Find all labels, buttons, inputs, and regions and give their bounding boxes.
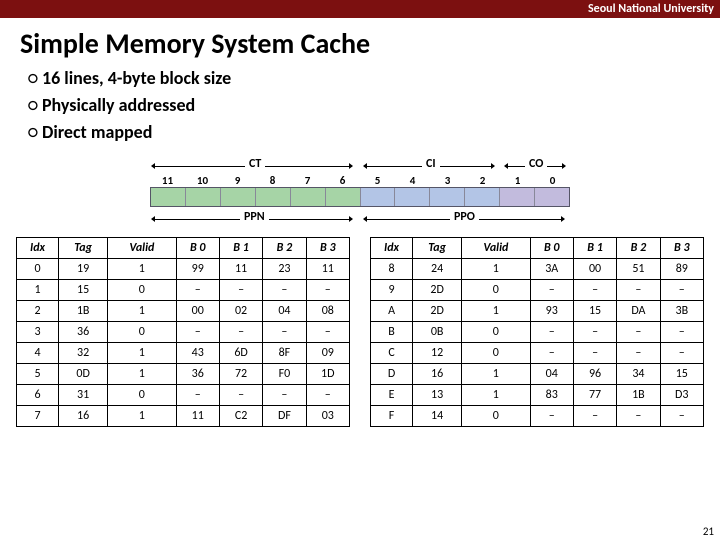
cache-table-left: IdxTagValidB 0B 1B 2B 30191991123111150–…: [16, 237, 350, 427]
table-row: 1150––––: [17, 280, 350, 301]
col-header: B 1: [219, 238, 262, 259]
bit-boxes: [150, 187, 570, 207]
col-header: B 0: [176, 238, 219, 259]
table-row: A2D19315DA3B: [371, 301, 704, 322]
top-segment-labels: CT CI CO: [150, 158, 570, 174]
table-row: 21B100020408: [17, 301, 350, 322]
col-header: Tag: [413, 238, 462, 259]
co-label: CO: [525, 157, 547, 171]
col-header: Valid: [462, 238, 530, 259]
col-header: Idx: [371, 238, 413, 259]
ci-label: CI: [422, 157, 440, 171]
table-row: D16104963415: [371, 364, 704, 385]
col-header: B 2: [263, 238, 306, 259]
bullet-item: 16 lines, 4-byte block size: [28, 65, 692, 92]
table-row: 92D0––––: [371, 280, 704, 301]
table-row: F140––––: [371, 406, 704, 427]
col-header: B 3: [660, 238, 703, 259]
header-bar: Seoul National University: [0, 0, 720, 18]
ppo-label: PPO: [450, 210, 479, 224]
col-header: Tag: [59, 238, 108, 259]
table-row: 6310––––: [17, 385, 350, 406]
col-header: Idx: [17, 238, 59, 259]
table-row: E13183771BD3: [371, 385, 704, 406]
ppn-label: PPN: [240, 210, 269, 224]
table-row: 4321436D8F09: [17, 343, 350, 364]
cache-tables: IdxTagValidB 0B 1B 2B 30191991123111150–…: [0, 229, 720, 427]
col-header: B 3: [306, 238, 349, 259]
table-row: 82413A005189: [371, 259, 704, 280]
bit-numbers: 1110 98 76 54 32 10: [150, 174, 570, 187]
table-row: C120––––: [371, 343, 704, 364]
table-row: 716111C2DF03: [17, 406, 350, 427]
table-row: 3360––––: [17, 322, 350, 343]
ct-label: CT: [245, 157, 265, 171]
col-header: B 1: [573, 238, 616, 259]
table-row: 019199112311: [17, 259, 350, 280]
bullet-item: Physically addressed: [28, 92, 692, 119]
page-number: 21: [703, 525, 714, 538]
bullet-list: 16 lines, 4-byte block size Physically a…: [0, 65, 720, 154]
table-row: B0B0––––: [371, 322, 704, 343]
bottom-segment-labels: PPN PPO: [150, 211, 570, 227]
col-header: B 0: [530, 238, 573, 259]
slide-title: Simple Memory System Cache: [0, 18, 720, 65]
bit-diagram: CT CI CO 1110 98 76 54 32 10 PPN PPO: [150, 158, 570, 227]
col-header: B 2: [617, 238, 660, 259]
bullet-item: Direct mapped: [28, 119, 692, 146]
table-row: 50D13672F01D: [17, 364, 350, 385]
cache-table-right: IdxTagValidB 0B 1B 2B 382413A00518992D0–…: [370, 237, 704, 427]
institution: Seoul National University: [588, 2, 714, 16]
col-header: Valid: [108, 238, 176, 259]
